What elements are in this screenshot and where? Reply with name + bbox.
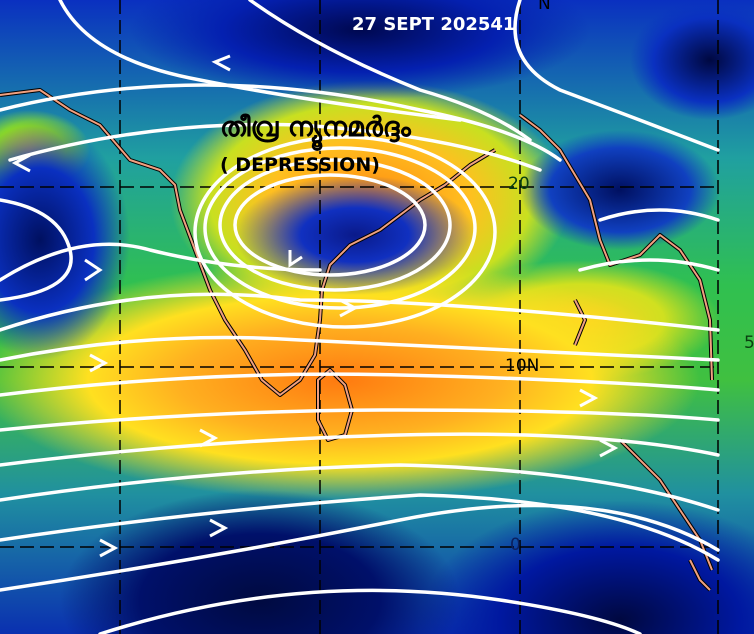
date-label: 27 SEPT 202541 xyxy=(352,14,516,35)
grid-label-top: N xyxy=(538,0,551,14)
grid-label-20: 20 xyxy=(508,174,530,194)
title-malayalam: തീവ്ര ന്യൂനമർദ്ദം xyxy=(220,112,411,143)
grid-label-right: 5 xyxy=(744,333,754,353)
title-english: ( DEPRESSION) xyxy=(220,154,380,176)
grid-label-0: 0 xyxy=(510,535,521,555)
cyclonic-circulation xyxy=(233,173,427,277)
grid-label-10n: 10N xyxy=(505,356,540,376)
